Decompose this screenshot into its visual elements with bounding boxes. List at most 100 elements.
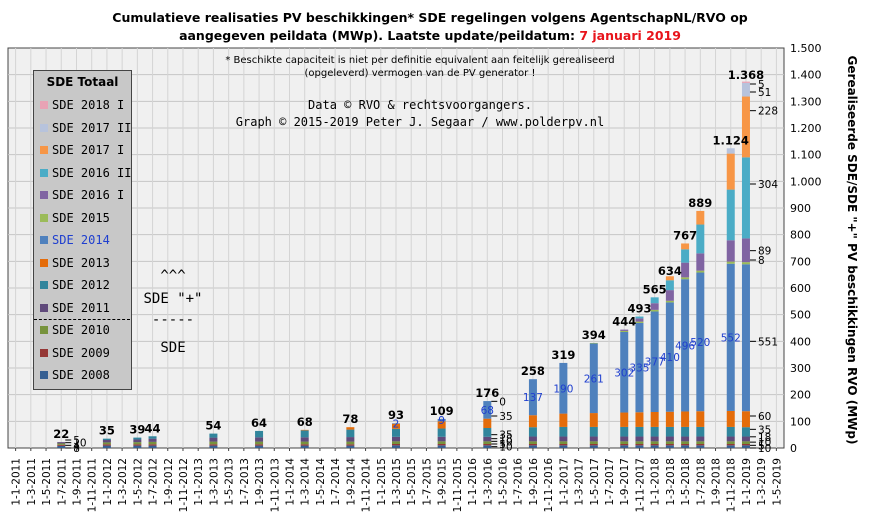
x-tick-label: 1-7-2011 [56, 458, 68, 506]
x-tick-label: 1-5-2016 [498, 458, 510, 506]
bar-segment [346, 444, 355, 446]
bar-total-label: 39 [129, 423, 145, 437]
bar-segment [528, 415, 537, 428]
side-label: 18 [758, 432, 771, 444]
x-tick-label: 1-1-2013 [193, 458, 205, 506]
bar-segment [741, 81, 750, 83]
x-tick-label: 1-1-2014 [284, 458, 296, 506]
axes: 01002003004005006007008009001.0001.1001.… [11, 42, 822, 512]
y-tick-label: 200 [790, 389, 811, 402]
bar-segment [57, 445, 66, 448]
bar-segment [483, 428, 492, 437]
bar-segment [255, 445, 264, 448]
bar-segment [665, 300, 674, 303]
x-tick-label: 1-9-2012 [163, 458, 175, 506]
bar-segment [559, 362, 568, 414]
bar-segment [650, 311, 659, 412]
bar-segment [133, 442, 142, 445]
bar-segment [635, 412, 644, 427]
side-label: 35 [758, 424, 771, 436]
bar-segment [346, 437, 355, 442]
legend-label: SDE 2018 I [52, 98, 125, 112]
bar-segment [665, 441, 674, 444]
bar-segment [696, 436, 705, 442]
legend-item: SDE 2012 [40, 275, 132, 295]
y-axis-title: Gerealiseerde SDE/SDE "+" PV beschikking… [845, 55, 859, 445]
bar-segment [437, 441, 446, 444]
legend-label: SDE 2012 [52, 278, 110, 292]
bar-total-label: 22 [53, 427, 69, 441]
legend-label: SDE 2017 II [52, 120, 132, 135]
bar-segment [620, 426, 629, 437]
legend-label: SDE 2015 [52, 210, 110, 225]
bar-segment [726, 445, 735, 448]
bar-segment [665, 290, 674, 301]
x-tick-label: 1-5-2019 [771, 458, 783, 506]
legend-item: SDE 2017 I [40, 140, 132, 160]
x-tick-label: 1-11-2013 [269, 458, 281, 512]
bar-segment [665, 280, 674, 291]
legend: SDE Totaal SDE 2018 I SDE 2017 II SDE 2017… [33, 70, 132, 390]
bar-segment [589, 426, 598, 437]
side-label: 4 [73, 440, 80, 452]
bar-segment [148, 444, 157, 446]
side-label: 10 [499, 436, 512, 448]
bar-segment [346, 445, 355, 448]
x-tick-label: 1-7-2016 [513, 458, 525, 506]
legend-swatch [40, 326, 48, 334]
x-tick-label: 1-9-2018 [711, 458, 723, 506]
legend-label: SDE 2014 [52, 233, 110, 247]
bar-total-label: 78 [342, 412, 358, 426]
legend-item: SDE 2018 I [40, 95, 132, 115]
legend-swatch [40, 168, 48, 177]
bar-segment [300, 429, 309, 431]
bar-segment [589, 343, 598, 414]
sde2014-label: 68 [481, 405, 494, 417]
bar-segment [346, 441, 355, 445]
legend-swatch [40, 303, 48, 312]
side-label: 10 [758, 437, 771, 449]
bar-total-label: 109 [430, 404, 454, 418]
legend-swatch [40, 258, 48, 267]
bar-segment [300, 437, 309, 442]
x-tick-label: 1-1-2015 [376, 458, 388, 506]
bar-segment [148, 441, 157, 445]
bar-segment [726, 441, 735, 444]
bar-segment [741, 157, 750, 239]
data-labels: 22 35 39 44 54 64 68 78 93 1091762583193944444935… [53, 68, 778, 455]
bar-segment [133, 437, 142, 440]
bar-total-label: 64 [251, 416, 267, 430]
legend-label: SDE 2016 I [52, 188, 125, 202]
bar-segment [392, 441, 400, 444]
bar-segment [133, 439, 142, 443]
bar-segment [620, 412, 629, 427]
x-tick-label: 1-5-2013 [224, 458, 236, 506]
sde2014-label: 137 [523, 392, 543, 404]
bar-segment [392, 423, 400, 429]
x-tick-label: 1-11-2011 [87, 458, 99, 512]
x-tick-label: 1-9-2015 [437, 458, 449, 506]
x-tick-label: 1-9-2017 [619, 458, 631, 506]
bar-segment [741, 262, 750, 265]
bar-segment [726, 261, 735, 264]
y-tick-label: 600 [790, 282, 811, 295]
bar-segment [635, 441, 644, 444]
sde-plus-label: SDE "+" [143, 291, 203, 307]
bar-segment [559, 444, 568, 446]
bar-segment [635, 436, 644, 442]
bar-segment [255, 437, 264, 442]
bar-segment [650, 444, 659, 446]
title-line2: aangegeven peildata (MWp). Laatste updat… [179, 28, 575, 43]
bar-segment [620, 441, 629, 444]
side-label: 89 [758, 246, 771, 258]
bar-segment [650, 445, 659, 448]
bar-segment [483, 401, 492, 419]
bar-segment [437, 428, 446, 437]
bar-segment [650, 297, 659, 304]
x-tick-label: 1-1-2017 [558, 458, 570, 506]
bar-segment [392, 445, 400, 448]
bar-segment [528, 441, 537, 444]
legend-swatch [40, 101, 48, 109]
bar-segment [741, 436, 750, 442]
bar-segment [57, 442, 66, 444]
